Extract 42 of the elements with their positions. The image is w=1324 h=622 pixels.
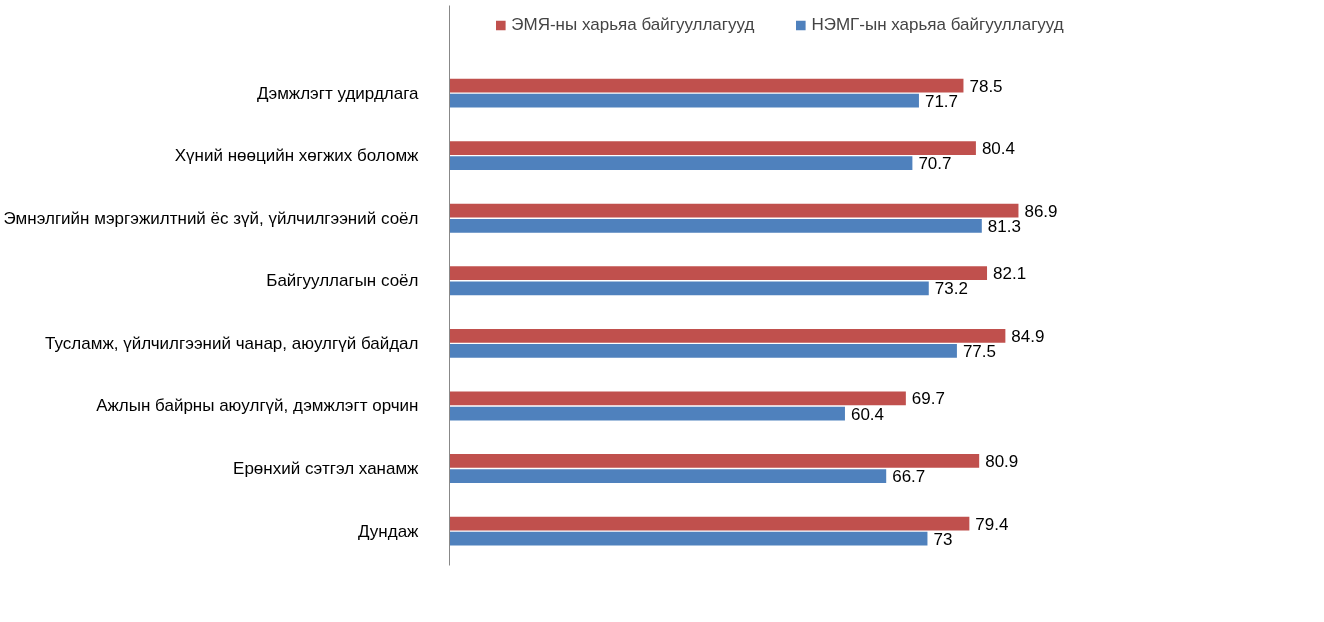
data-label: 71.7	[924, 91, 959, 111]
y-tick-label: Ажлын байрны аюулгүй, дэмжлэгт орчин	[96, 396, 419, 416]
bar	[449, 203, 1019, 218]
y-tick-label: Тусламж, үйлчилгээний чанар, аюулгүй байдал	[45, 333, 419, 353]
data-label: 84.9	[1011, 326, 1045, 346]
y-tick-label: Дундаж	[357, 521, 420, 541]
data-label: 80.4	[981, 139, 1015, 159]
bar	[449, 516, 970, 531]
legend-label: ЭМЯ-ны харьяа байгууллагууд	[511, 15, 755, 35]
bar	[449, 93, 919, 108]
data-label: 60.4	[850, 404, 885, 424]
data-label: 82.1	[993, 264, 1027, 284]
data-label: 81.3	[987, 216, 1021, 236]
bar	[449, 218, 982, 233]
bar	[449, 78, 964, 93]
bar	[449, 406, 845, 421]
bar	[449, 454, 980, 468]
bar	[449, 469, 887, 483]
bar	[449, 328, 1006, 343]
bar	[449, 266, 988, 281]
data-label: 70.7	[918, 154, 952, 174]
y-tick-label: Эмнэлгийн мэргэжилтний ёс зүй, үйлчилгээний соёл	[3, 208, 419, 228]
y-tick-label: Дэмжлэгт удирдлага	[256, 83, 420, 103]
data-label: 77.5	[962, 341, 997, 361]
data-label: 79.4	[975, 514, 1009, 534]
data-label: 73	[933, 529, 953, 549]
legend-label: НЭМГ-ын харьяа байгууллагууд	[811, 15, 1064, 35]
data-label: 73.2	[934, 279, 968, 299]
data-label: 66.7	[892, 467, 926, 487]
bar	[449, 281, 929, 296]
y-tick-label: Ерөнхий сэтгэл ханамж	[233, 459, 420, 479]
data-label: 80.9	[985, 451, 1019, 471]
y-tick-label: Байгууллагын соёл	[266, 271, 419, 291]
bar	[449, 531, 928, 546]
data-label: 69.7	[911, 389, 945, 409]
bar	[449, 156, 913, 171]
y-tick-label: Хүний нөөцийн хөгжих боломж	[174, 146, 420, 166]
bar	[449, 391, 906, 406]
data-label: 86.9	[1024, 201, 1058, 221]
bar	[449, 344, 957, 358]
data-label: 78.5	[969, 76, 1003, 96]
bar	[449, 141, 976, 155]
